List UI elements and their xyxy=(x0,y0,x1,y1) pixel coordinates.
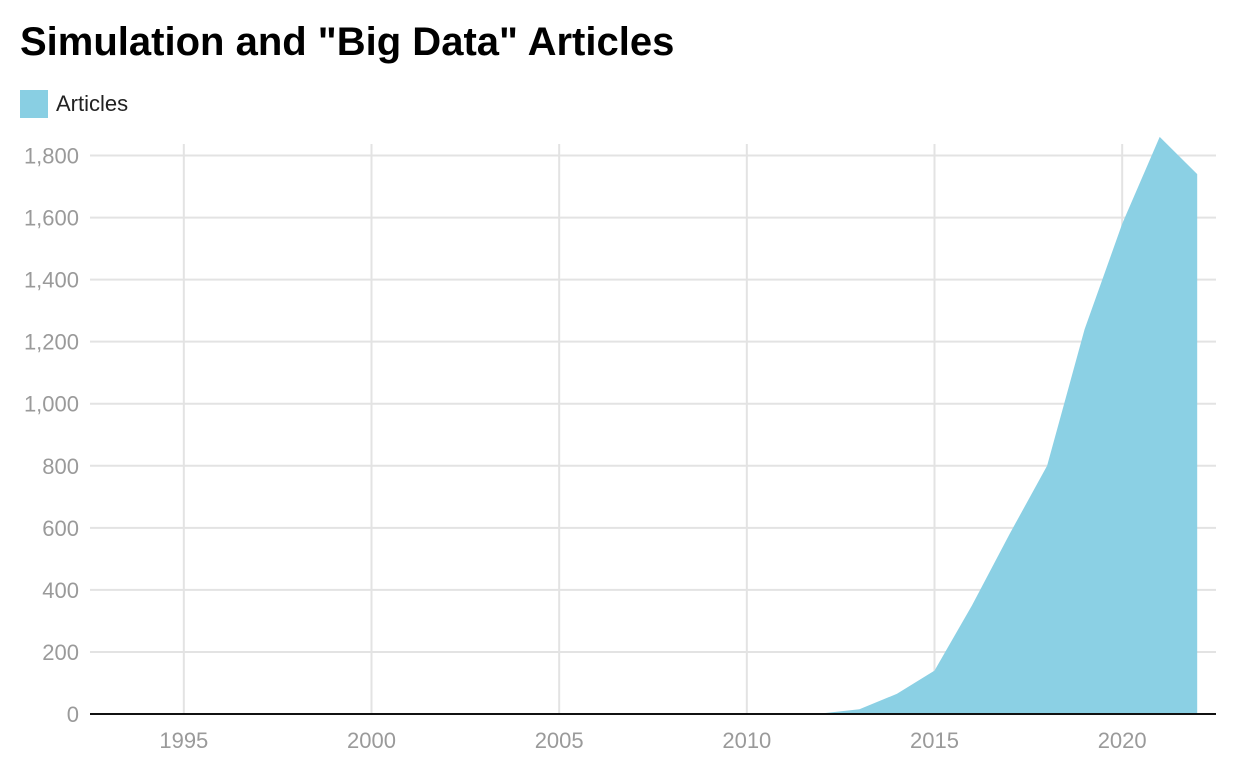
legend: Articles xyxy=(20,90,128,118)
y-tick-label-1200: 1,200 xyxy=(24,330,79,355)
y-tick-label-200: 200 xyxy=(42,640,79,665)
data-point-2013 xyxy=(858,708,860,710)
series-area-articles xyxy=(108,136,1198,714)
y-tick-label-400: 400 xyxy=(42,578,79,603)
x-tick-label-2010: 2010 xyxy=(722,728,771,753)
y-tick-label-1800: 1,800 xyxy=(24,144,79,169)
x-tick-label-2020: 2020 xyxy=(1098,728,1147,753)
legend-swatch-articles xyxy=(20,90,48,118)
chart-title: Simulation and "Big Data" Articles xyxy=(20,20,675,64)
legend-label-articles: Articles xyxy=(56,91,129,116)
gridlines xyxy=(90,144,1216,714)
data-point-2018 xyxy=(1046,465,1048,467)
tick-labels: 0 200 400 600 800 1,000 1,200 1,400 1,600 1,800 19… xyxy=(24,144,1147,753)
data-point-2017 xyxy=(1009,533,1011,535)
data-point-2021 xyxy=(1159,136,1161,138)
x-tick-label-2015: 2015 xyxy=(910,728,959,753)
x-tick-label-1995: 1995 xyxy=(159,728,208,753)
y-tick-label-1600: 1,600 xyxy=(24,206,79,231)
y-tick-label-1000: 1,000 xyxy=(24,392,79,417)
x-tick-label-2000: 2000 xyxy=(347,728,396,753)
x-tick-label-2005: 2005 xyxy=(535,728,584,753)
y-tick-label-0: 0 xyxy=(67,702,79,727)
data-point-2015 xyxy=(934,670,936,672)
y-tick-label-800: 800 xyxy=(42,454,79,479)
data-point-2020 xyxy=(1121,223,1123,225)
data-point-2016 xyxy=(971,604,973,606)
data-point-2019 xyxy=(1084,328,1086,330)
series-layer xyxy=(108,136,1198,714)
data-point-2014 xyxy=(896,693,898,695)
y-tick-label-1400: 1,400 xyxy=(24,268,79,293)
y-tick-label-600: 600 xyxy=(42,516,79,541)
data-point-2022 xyxy=(1196,173,1198,175)
